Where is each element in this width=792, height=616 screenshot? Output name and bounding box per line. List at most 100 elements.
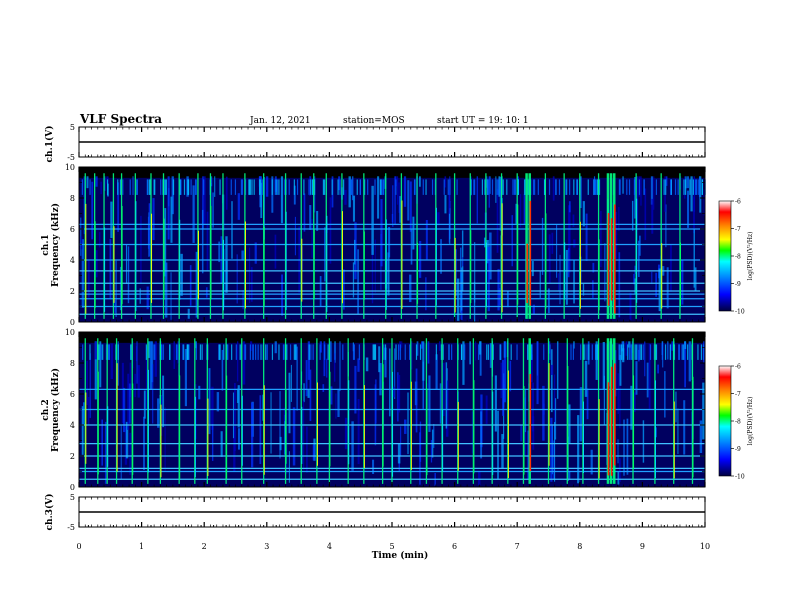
band-speckle: [334, 344, 336, 360]
noise-speckle: [128, 383, 131, 424]
noise-speckle: [371, 185, 374, 255]
noise-speckle: [378, 346, 381, 373]
band-speckle: [596, 179, 598, 195]
noise-speckle: [532, 416, 535, 450]
noise-speckle: [260, 182, 263, 219]
noise-speckle: [396, 176, 399, 205]
band-speckle: [395, 179, 397, 195]
noise-speckle: [582, 283, 585, 296]
noise-speckle: [283, 407, 286, 422]
noise-speckle: [241, 250, 244, 261]
noise-speckle: [303, 401, 305, 470]
noise-speckle: [86, 360, 88, 406]
band-speckle: [358, 344, 360, 360]
band-speckle: [530, 344, 532, 360]
band-speckle: [631, 344, 633, 360]
band-speckle: [565, 179, 567, 195]
band-speckle: [543, 344, 545, 360]
noise-speckle: [448, 189, 450, 214]
band-speckle: [359, 179, 361, 195]
noise-speckle: [357, 249, 359, 315]
band-speckle: [695, 179, 697, 195]
band-speckle: [572, 344, 574, 360]
noise-speckle: [477, 471, 481, 486]
noise-speckle: [531, 382, 535, 432]
band-speckle: [252, 344, 254, 360]
noise-speckle: [486, 240, 489, 264]
band-speckle: [352, 344, 355, 360]
noise-speckle: [693, 196, 695, 234]
band-speckle: [282, 344, 285, 360]
band-speckle: [160, 179, 162, 195]
band-speckle: [153, 344, 155, 360]
noise-speckle: [192, 185, 195, 243]
band-speckle: [136, 179, 138, 195]
band-speckle: [187, 344, 189, 360]
noise-speckle: [354, 222, 357, 280]
band-speckle: [130, 344, 132, 360]
noise-speckle: [330, 386, 333, 405]
x-tick-label: 3: [264, 542, 269, 551]
noise-speckle: [548, 234, 551, 284]
band-speckle: [231, 344, 233, 360]
noise-speckle: [154, 341, 157, 377]
noise-speckle: [460, 267, 463, 311]
band-speckle: [119, 179, 122, 195]
band-speckle: [319, 344, 321, 360]
noise-speckle: [670, 244, 672, 292]
noise-speckle: [148, 212, 150, 257]
band-speckle: [549, 344, 551, 360]
band-speckle: [500, 344, 502, 360]
band-speckle: [380, 179, 383, 195]
band-speckle: [172, 179, 175, 195]
band-speckle: [576, 179, 578, 195]
noise-speckle: [579, 387, 583, 442]
band-speckle: [253, 179, 255, 195]
band-speckle: [227, 344, 229, 360]
noise-speckle: [203, 176, 206, 225]
noise-speckle: [427, 341, 430, 364]
noise-speckle: [303, 193, 306, 232]
noise-speckle: [254, 242, 257, 264]
noise-speckle: [82, 402, 85, 426]
band-speckle: [293, 344, 295, 360]
band-speckle: [241, 179, 244, 195]
band-speckle: [413, 179, 416, 195]
noise-speckle: [316, 210, 319, 231]
noise-speckle: [531, 261, 534, 277]
noise-speckle: [81, 406, 84, 455]
noise-speckle: [210, 176, 213, 187]
noise-speckle: [104, 176, 106, 191]
noise-speckle: [497, 268, 500, 311]
noise-speckle: [344, 189, 347, 205]
noise-speckle: [557, 273, 560, 291]
noise-speckle: [603, 375, 605, 425]
noise-speckle: [101, 419, 103, 466]
noise-speckle: [573, 239, 576, 248]
band-speckle: [642, 344, 644, 360]
band-speckle: [492, 344, 494, 360]
noise-speckle: [338, 176, 341, 191]
band-speckle: [183, 344, 185, 360]
noise-speckle: [388, 227, 391, 258]
band-speckle: [500, 179, 502, 195]
band-speckle: [663, 179, 665, 195]
band-speckle: [440, 344, 442, 360]
noise-speckle: [335, 393, 337, 419]
band-speckle: [678, 344, 680, 360]
band-speckle: [477, 344, 480, 360]
noise-speckle: [631, 200, 634, 231]
noise-speckle: [152, 198, 155, 241]
noise-speckle: [259, 395, 262, 464]
band-speckle: [100, 344, 102, 360]
x-axis-ticks: 0 1 2 3 4 5 6 7 8 9 10: [76, 127, 710, 551]
band-speckle: [226, 344, 228, 360]
band-speckle: [576, 179, 578, 195]
noise-speckle: [619, 369, 621, 429]
noise-speckle: [485, 176, 488, 188]
band-speckle: [383, 179, 385, 195]
noise-speckle: [548, 341, 551, 354]
band-speckle: [570, 344, 572, 360]
noise-speckle: [401, 341, 403, 348]
